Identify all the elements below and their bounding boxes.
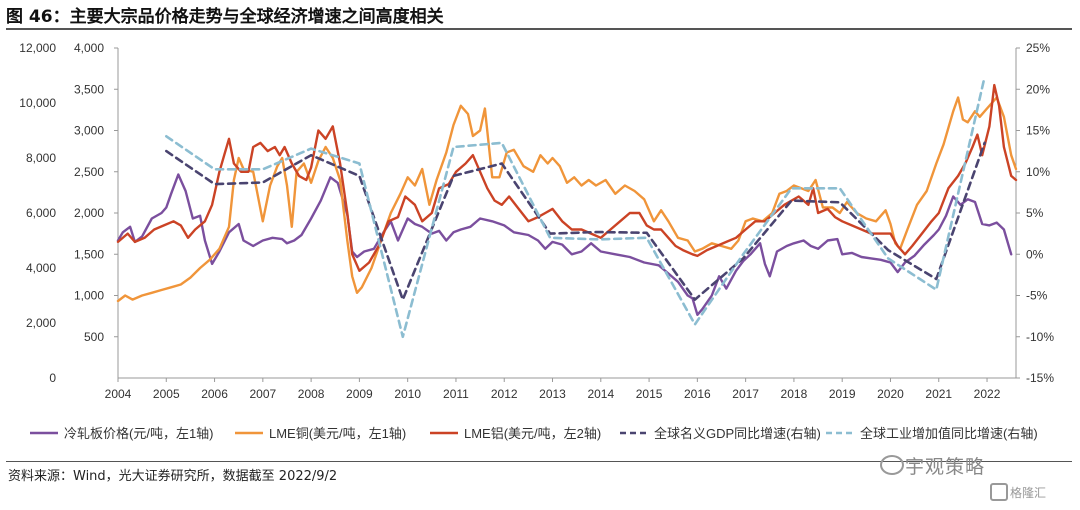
- right-tick-label: -15%: [1026, 371, 1054, 385]
- x-tick-label: 2007: [249, 387, 276, 401]
- x-tick-label: 2019: [829, 387, 856, 401]
- x-tick-label: 2006: [201, 387, 228, 401]
- left-inner-tick-label: 2,500: [74, 165, 104, 179]
- right-tick-label: 10%: [1026, 165, 1050, 179]
- x-tick-label: 2005: [153, 387, 180, 401]
- series-line-5: [165, 75, 986, 339]
- left-inner-tick-label: 4,000: [74, 41, 104, 55]
- chart-series: [116, 75, 1018, 339]
- left-inner-tick-label: 3,000: [74, 124, 104, 138]
- x-tick-label: 2021: [925, 387, 952, 401]
- right-tick-label: 20%: [1026, 82, 1050, 96]
- x-tick-label: 2018: [781, 387, 808, 401]
- right-tick-label: -5%: [1026, 289, 1048, 303]
- watermark-primary: 宇观策略: [905, 456, 986, 478]
- source-note: 资料来源：Wind，光大证券研究所，数据截至 2022/9/2: [8, 469, 338, 484]
- legend-label-4: 全球名义GDP同比增速(右轴): [654, 426, 821, 441]
- legend-label-2: LME铜(美元/吨，左1轴): [269, 426, 406, 441]
- x-tick-label: 2016: [684, 387, 711, 401]
- x-tick-label: 2012: [491, 387, 518, 401]
- left-inner-tick-label: 2,000: [74, 206, 104, 220]
- x-tick-label: 2022: [974, 387, 1001, 401]
- gelonghui-logo-icon: [990, 483, 1008, 501]
- left-inner-tick-label: 1,000: [74, 289, 104, 303]
- x-tick-label: 2008: [298, 387, 325, 401]
- legend-label-5: 全球工业增加值同比增速(右轴): [860, 426, 1038, 441]
- left-inner-tick-label: 500: [84, 330, 104, 344]
- x-tick-label: 2009: [346, 387, 373, 401]
- right-tick-label: 5%: [1026, 206, 1044, 220]
- x-tick-label: 2015: [636, 387, 663, 401]
- footer-divider: [6, 461, 1072, 462]
- series-line-2: [116, 96, 1018, 303]
- x-tick-label: 2014: [587, 387, 614, 401]
- left-outer-tick-label: 4,000: [26, 261, 56, 275]
- figure-title: 图 46：主要大宗品价格走势与全球经济增速之间高度相关: [6, 7, 444, 27]
- series-line-1: [116, 173, 1013, 316]
- chart-axes: 0 2,000 4,000 6,000 8,000 10,000 12,000 500 1,00…: [19, 41, 1054, 401]
- watermark-secondary: 格隆汇: [1010, 486, 1047, 500]
- left-inner-tick-label: 3,500: [74, 82, 104, 96]
- chart-legend: 冷轧板价格(元/吨，左1轴) LME铜(美元/吨，左1轴) LME铝(美元/吨，左2…: [30, 426, 1038, 441]
- x-tick-label: 2017: [732, 387, 759, 401]
- legend-label-3: LME铝(美元/吨，左2轴): [464, 426, 601, 441]
- right-tick-label: -10%: [1026, 330, 1054, 344]
- x-tick-label: 2010: [394, 387, 421, 401]
- x-tick-label: 2004: [105, 387, 132, 401]
- right-tick-label: 0%: [1026, 247, 1044, 261]
- legend-label-1: 冷轧板价格(元/吨，左1轴): [64, 426, 214, 441]
- left-outer-tick-label: 6,000: [26, 206, 56, 220]
- right-tick-label: 25%: [1026, 41, 1050, 55]
- x-tick-label: 2011: [443, 387, 469, 401]
- x-tick-label: 2013: [539, 387, 566, 401]
- series-line-4: [165, 141, 986, 301]
- series-line-3: [116, 83, 1018, 272]
- x-tick-label: 2020: [877, 387, 904, 401]
- left-outer-tick-label: 12,000: [19, 41, 56, 55]
- right-tick-label: 15%: [1026, 124, 1050, 138]
- left-outer-tick-label: 8,000: [26, 151, 56, 165]
- left-outer-tick-label: 0: [49, 371, 56, 385]
- title-divider: [6, 28, 1072, 30]
- left-inner-tick-label: 1,500: [74, 247, 104, 261]
- left-outer-tick-label: 10,000: [19, 96, 56, 110]
- left-outer-tick-label: 2,000: [26, 316, 56, 330]
- wechat-icon: [880, 455, 904, 475]
